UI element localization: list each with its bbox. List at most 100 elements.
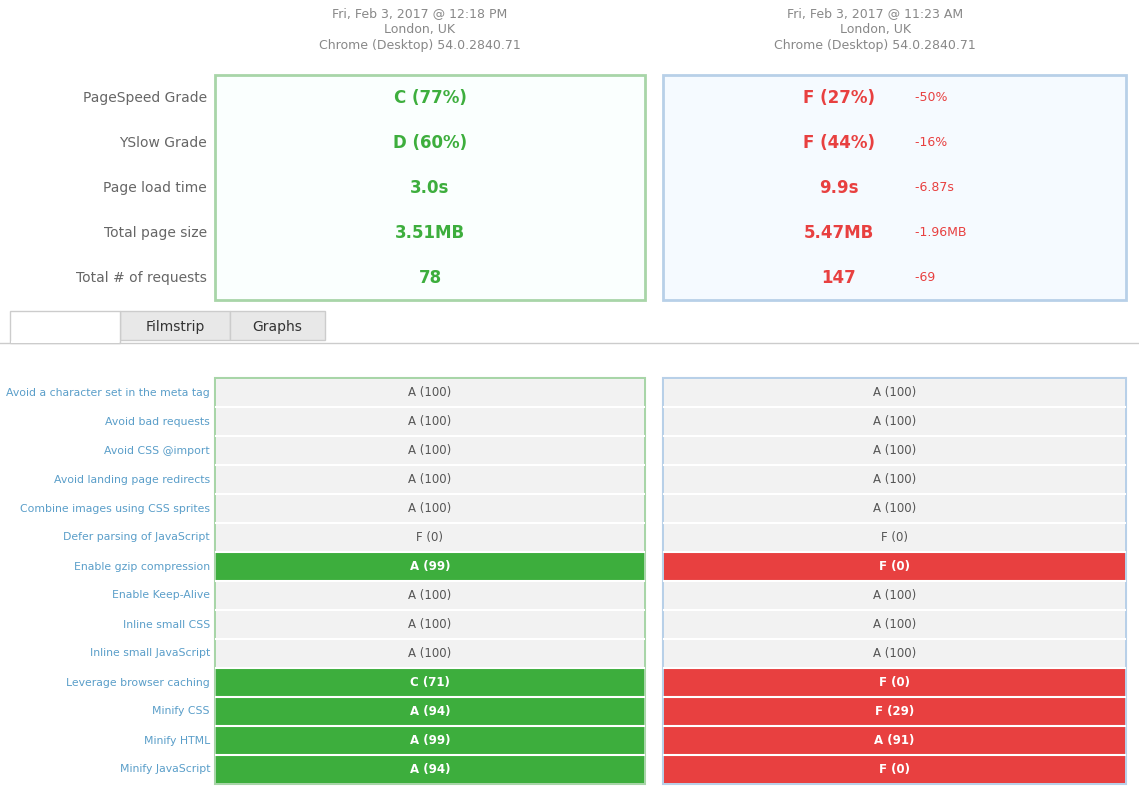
Text: A (91): A (91) (875, 734, 915, 747)
Text: Inline small JavaScript: Inline small JavaScript (90, 649, 210, 658)
Text: 78: 78 (418, 269, 442, 286)
Text: D (60%): D (60%) (393, 134, 467, 151)
Bar (664, 669, 1125, 696)
Text: Defer parsing of JavaScript: Defer parsing of JavaScript (64, 532, 210, 543)
Text: Total page size: Total page size (104, 226, 207, 240)
Text: F (27%): F (27%) (803, 88, 875, 107)
Text: A (94): A (94) (410, 705, 450, 718)
Text: Fri, Feb 3, 2017 @ 12:18 PM: Fri, Feb 3, 2017 @ 12:18 PM (333, 7, 508, 20)
Text: -6.87s: -6.87s (911, 181, 953, 194)
Text: Avoid CSS @import: Avoid CSS @import (105, 446, 210, 456)
Text: PageSpeed Grade: PageSpeed Grade (83, 91, 207, 104)
Text: London, UK: London, UK (385, 23, 456, 36)
Bar (216, 553, 644, 580)
Bar (216, 698, 644, 725)
Text: F (0): F (0) (880, 531, 908, 544)
Bar (664, 495, 1125, 522)
Bar (216, 495, 644, 522)
Bar (664, 582, 1125, 609)
Text: A (100): A (100) (409, 589, 452, 602)
Text: London, UK: London, UK (839, 23, 910, 36)
Text: Page load time: Page load time (104, 180, 207, 194)
Text: F (0): F (0) (417, 531, 443, 544)
Text: Avoid landing page redirects: Avoid landing page redirects (54, 474, 210, 485)
Bar (215, 75, 645, 300)
Text: A (100): A (100) (872, 386, 916, 399)
Bar (216, 756, 644, 783)
Text: Inline small CSS: Inline small CSS (123, 619, 210, 630)
Text: A (100): A (100) (872, 647, 916, 660)
Text: -50%: -50% (911, 91, 948, 104)
Text: A (100): A (100) (409, 444, 452, 457)
Text: YSlow Grade: YSlow Grade (120, 135, 207, 150)
Bar (663, 378, 1126, 784)
Bar (664, 640, 1125, 667)
Bar (664, 611, 1125, 638)
Text: A (100): A (100) (409, 502, 452, 515)
Text: Chrome (Desktop) 54.0.2840.71: Chrome (Desktop) 54.0.2840.71 (775, 39, 976, 52)
Bar (664, 408, 1125, 435)
Text: -69: -69 (911, 271, 935, 284)
Bar (664, 698, 1125, 725)
Text: Minify JavaScript: Minify JavaScript (120, 764, 210, 775)
Text: F (0): F (0) (879, 763, 910, 776)
Bar (216, 437, 644, 464)
Bar (11, 341, 118, 343)
Bar (215, 378, 645, 784)
Bar (664, 379, 1125, 406)
Text: F (0): F (0) (879, 560, 910, 573)
Bar (664, 466, 1125, 493)
Text: C (71): C (71) (410, 676, 450, 689)
Text: Fri, Feb 3, 2017 @ 11:23 AM: Fri, Feb 3, 2017 @ 11:23 AM (787, 7, 964, 20)
Bar (10, 311, 120, 343)
Bar (664, 727, 1125, 754)
Bar (664, 437, 1125, 464)
Text: A (100): A (100) (409, 647, 452, 660)
Text: Enable Keep-Alive: Enable Keep-Alive (112, 591, 210, 600)
Text: A (100): A (100) (872, 473, 916, 486)
Text: 3.0s: 3.0s (410, 179, 450, 197)
Text: Enable gzip compression: Enable gzip compression (74, 562, 210, 571)
Text: A (100): A (100) (872, 589, 916, 602)
Bar (230, 311, 325, 340)
Bar (664, 524, 1125, 551)
Text: F (44%): F (44%) (803, 134, 875, 151)
Text: A (100): A (100) (409, 386, 452, 399)
Text: Combine images using CSS sprites: Combine images using CSS sprites (21, 504, 210, 513)
Text: 5.47MB: 5.47MB (804, 223, 874, 241)
Bar (663, 75, 1126, 300)
Bar (120, 311, 230, 340)
Text: F (0): F (0) (879, 676, 910, 689)
Bar (216, 611, 644, 638)
Text: Minify CSS: Minify CSS (153, 706, 210, 717)
Text: 9.9s: 9.9s (819, 179, 859, 197)
Text: A (100): A (100) (409, 618, 452, 631)
Text: A (100): A (100) (872, 444, 916, 457)
Text: A (100): A (100) (872, 502, 916, 515)
Bar (664, 756, 1125, 783)
Text: C (77%): C (77%) (394, 88, 467, 107)
Text: A (100): A (100) (409, 415, 452, 428)
Text: A (100): A (100) (872, 415, 916, 428)
Bar (664, 553, 1125, 580)
Text: A (99): A (99) (410, 560, 450, 573)
Bar (216, 466, 644, 493)
Text: 147: 147 (821, 269, 857, 286)
Text: -1.96MB: -1.96MB (911, 226, 966, 239)
Text: Graphs: Graphs (253, 320, 303, 334)
Text: Minify HTML: Minify HTML (144, 736, 210, 745)
Text: A (99): A (99) (410, 734, 450, 747)
Text: A (94): A (94) (410, 763, 450, 776)
Text: Chrome (Desktop) 54.0.2840.71: Chrome (Desktop) 54.0.2840.71 (319, 39, 521, 52)
Text: Total # of requests: Total # of requests (76, 270, 207, 285)
Text: Leverage browser caching: Leverage browser caching (66, 677, 210, 688)
Text: Filmstrip: Filmstrip (146, 320, 205, 334)
Text: F (29): F (29) (875, 705, 915, 718)
Text: Avoid bad requests: Avoid bad requests (105, 417, 210, 426)
Text: 3.51MB: 3.51MB (395, 223, 465, 241)
Bar (216, 727, 644, 754)
Bar (216, 582, 644, 609)
Text: Waterfall: Waterfall (34, 320, 97, 334)
Bar (216, 640, 644, 667)
Text: A (100): A (100) (872, 618, 916, 631)
